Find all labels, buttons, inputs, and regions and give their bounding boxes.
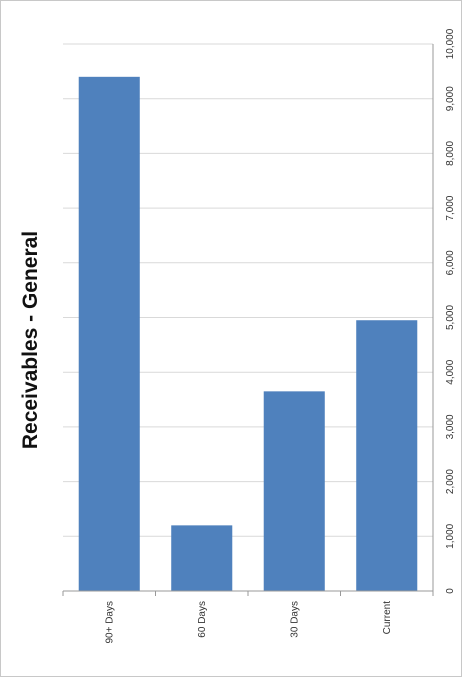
value-tick-label: 4,000 — [445, 359, 456, 384]
axes — [62, 44, 434, 596]
category-axis-ticks: 90+ Days 60 Days 30 Days Current — [104, 601, 393, 644]
chart-title: Receivables - General — [19, 231, 42, 449]
value-tick-label: 2,000 — [445, 469, 456, 494]
bar-90-days — [78, 76, 140, 591]
bar-current — [356, 320, 418, 591]
category-tick-label: Current — [382, 601, 393, 635]
value-tick-label: 10,000 — [445, 28, 456, 59]
value-tick-label: 7,000 — [445, 195, 456, 220]
bar-30-days — [263, 391, 325, 591]
value-tick-label: 5,000 — [445, 305, 456, 330]
bars — [78, 76, 418, 591]
category-tick-label: 60 Days — [197, 601, 208, 638]
bar-60-days — [171, 525, 233, 591]
value-tick-label: 6,000 — [445, 250, 456, 275]
value-tick-label: 9,000 — [445, 86, 456, 111]
value-axis-ticks: 0 1,000 2,000 3,000 4,000 5,000 6,000 7,000 8,00… — [445, 28, 456, 594]
value-tick-label: 3,000 — [445, 414, 456, 439]
category-tick-label: 90+ Days — [104, 601, 115, 644]
value-tick-label: 0 — [445, 588, 456, 594]
value-tick-label: 8,000 — [445, 140, 456, 165]
category-tick-label: 30 Days — [289, 601, 300, 638]
value-tick-label: 1,000 — [445, 523, 456, 548]
